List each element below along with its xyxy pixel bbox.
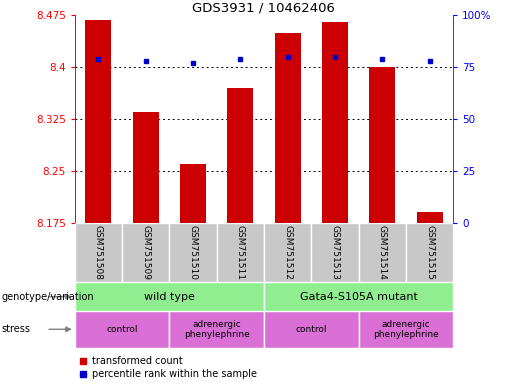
Bar <box>85 20 111 223</box>
Text: adrenergic
phenylephrine: adrenergic phenylephrine <box>373 319 439 339</box>
Bar <box>217 223 264 282</box>
Text: control: control <box>106 325 138 334</box>
Bar <box>75 311 169 348</box>
Text: GSM751508: GSM751508 <box>94 225 103 280</box>
Bar <box>358 223 406 282</box>
Bar <box>264 311 358 348</box>
Text: GSM751511: GSM751511 <box>236 225 245 280</box>
Text: GSM751510: GSM751510 <box>188 225 197 280</box>
Bar <box>311 223 358 282</box>
Text: GSM751512: GSM751512 <box>283 225 292 280</box>
Bar <box>133 112 159 223</box>
Bar <box>358 311 453 348</box>
Bar <box>406 223 453 282</box>
Bar <box>264 282 453 311</box>
Text: control: control <box>296 325 327 334</box>
Bar <box>322 22 348 223</box>
Bar <box>75 282 264 311</box>
Text: genotype/variation: genotype/variation <box>1 291 94 302</box>
Bar <box>274 33 301 223</box>
Text: stress: stress <box>1 324 30 334</box>
Text: Gata4-S105A mutant: Gata4-S105A mutant <box>300 291 418 302</box>
Bar <box>369 67 395 223</box>
Bar <box>227 88 253 223</box>
Text: GSM751515: GSM751515 <box>425 225 434 280</box>
Text: GSM751513: GSM751513 <box>331 225 339 280</box>
Bar <box>75 223 122 282</box>
Text: GSM751509: GSM751509 <box>141 225 150 280</box>
Text: adrenergic
phenylephrine: adrenergic phenylephrine <box>184 319 249 339</box>
Legend: transformed count, percentile rank within the sample: transformed count, percentile rank withi… <box>79 356 257 379</box>
Text: wild type: wild type <box>144 291 195 302</box>
Bar <box>122 223 169 282</box>
Bar <box>417 212 442 223</box>
Text: GSM751514: GSM751514 <box>377 225 387 280</box>
Bar <box>264 223 311 282</box>
Bar <box>180 164 206 223</box>
Bar <box>169 311 264 348</box>
Title: GDS3931 / 10462406: GDS3931 / 10462406 <box>193 1 335 14</box>
Bar <box>169 223 217 282</box>
